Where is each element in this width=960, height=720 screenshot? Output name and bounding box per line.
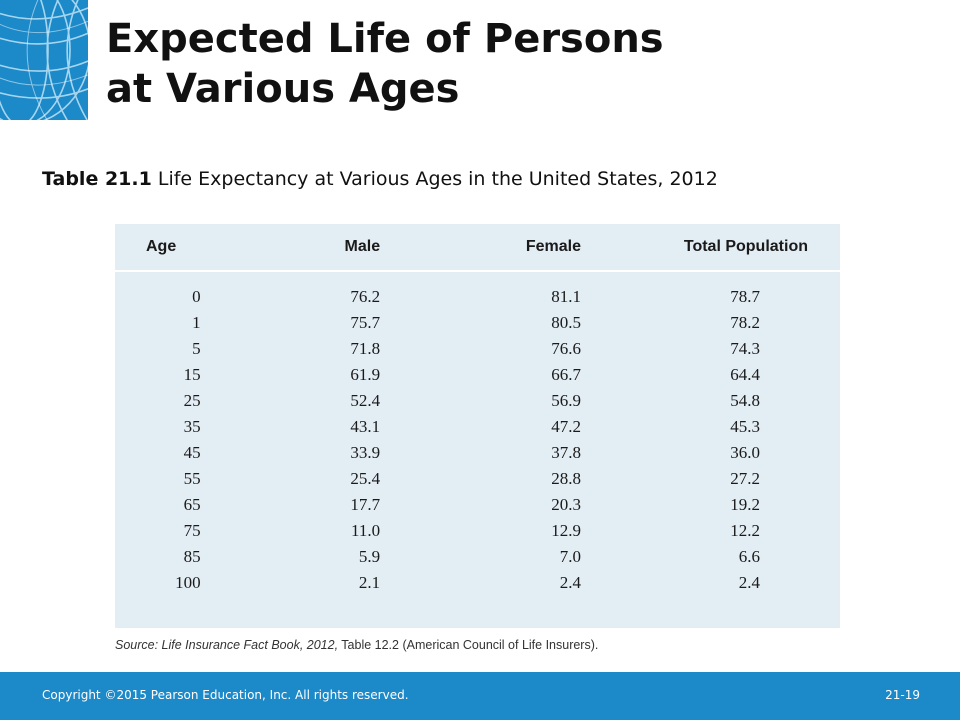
- source-suffix: Table 12.2 (American Council of Life Ins…: [338, 638, 599, 652]
- cell-total: 45.3: [730, 417, 760, 436]
- cell-total: 78.2: [730, 313, 760, 332]
- cell-female: 56.9: [551, 391, 581, 410]
- cell-female: 66.7: [551, 365, 581, 384]
- cell-female: 47.2: [551, 417, 581, 436]
- cell-female: 2.4: [559, 573, 581, 592]
- cell-female: 76.6: [551, 339, 581, 358]
- table-row: 65 17.7 20.3 19.2: [115, 492, 840, 518]
- cell-male: 71.8: [350, 339, 381, 358]
- table-caption: Table 21.1 Life Expectancy at Various Ag…: [42, 168, 718, 190]
- cell-female: 37.8: [551, 443, 581, 462]
- table-row: 0 76.2 81.1 78.7: [115, 271, 840, 310]
- cell-total: 54.8: [730, 391, 760, 410]
- cell-female: 80.5: [551, 313, 581, 332]
- life-expectancy-table: Age Male Female Total Population 0 76.2 …: [115, 224, 840, 596]
- slide-title: Expected Life of Persons at Various Ages: [106, 14, 664, 114]
- copyright-text: Copyright ©2015 Pearson Education, Inc. …: [42, 688, 409, 702]
- table-row: 5 71.8 76.6 74.3: [115, 336, 840, 362]
- table-row: 100 2.1 2.4 2.4: [115, 570, 840, 596]
- cell-age: 100: [175, 573, 201, 592]
- cell-total: 64.4: [730, 365, 760, 384]
- cell-male: 52.4: [350, 391, 381, 410]
- cell-male: 75.7: [350, 313, 381, 332]
- footer-bar: Copyright ©2015 Pearson Education, Inc. …: [0, 672, 960, 720]
- cell-total: 78.7: [730, 287, 760, 306]
- table-row: 1 75.7 80.5 78.2: [115, 310, 840, 336]
- table-caption-label: Table 21.1: [42, 168, 152, 190]
- column-header-total-population: Total Population: [580, 224, 840, 272]
- cell-total: 6.6: [738, 547, 760, 566]
- cell-age: 1: [192, 313, 201, 332]
- column-header-female: Female: [380, 224, 581, 272]
- cell-male: 61.9: [350, 365, 381, 384]
- cell-male: 76.2: [350, 287, 381, 306]
- table-row: 25 52.4 56.9 54.8: [115, 388, 840, 414]
- table-caption-text: Life Expectancy at Various Ages in the U…: [151, 168, 718, 190]
- cell-age: 0: [192, 287, 201, 306]
- table-row: 15 61.9 66.7 64.4: [115, 362, 840, 388]
- cell-male: 5.9: [358, 547, 381, 566]
- column-header-male: Male: [233, 224, 381, 272]
- cell-total: 36.0: [730, 443, 760, 462]
- cell-male: 33.9: [350, 443, 381, 462]
- cell-female: 28.8: [551, 469, 581, 488]
- table-source-note: Source: Life Insurance Fact Book, 2012, …: [115, 638, 598, 652]
- table-row: 35 43.1 47.2 45.3: [115, 414, 840, 440]
- cell-male: 2.1: [358, 573, 381, 592]
- cell-age: 35: [183, 417, 201, 436]
- cell-male: 43.1: [350, 417, 381, 436]
- source-prefix: Source: Life Insurance Fact Book, 2012,: [115, 638, 339, 652]
- table-row: 55 25.4 28.8 27.2: [115, 466, 840, 492]
- slide-number: 21-19: [885, 688, 920, 702]
- slide-title-line-1: Expected Life of Persons: [106, 16, 664, 62]
- table-header-row: Age Male Female Total Population: [115, 224, 840, 272]
- globe-logo-icon: [0, 0, 88, 120]
- cell-male: 25.4: [350, 469, 381, 488]
- cell-age: 25: [183, 391, 201, 410]
- cell-male: 11.0: [351, 521, 381, 540]
- cell-total: 27.2: [730, 469, 760, 488]
- cell-age: 45: [183, 443, 201, 462]
- cell-age: 85: [183, 547, 201, 566]
- table-row: 85 5.9 7.0 6.6: [115, 544, 840, 570]
- cell-age: 75: [183, 521, 201, 540]
- column-header-age: Age: [115, 224, 234, 272]
- table-row: 75 11.0 12.9 12.2: [115, 518, 840, 544]
- cell-age: 65: [183, 495, 201, 514]
- cell-age: 5: [192, 339, 201, 358]
- cell-total: 12.2: [730, 521, 760, 540]
- cell-female: 12.9: [551, 521, 581, 540]
- cell-total: 74.3: [730, 339, 760, 358]
- cell-female: 7.0: [559, 547, 581, 566]
- cell-total: 19.2: [730, 495, 760, 514]
- cell-age: 15: [183, 365, 201, 384]
- cell-female: 20.3: [551, 495, 581, 514]
- cell-male: 17.7: [350, 495, 381, 514]
- cell-age: 55: [183, 469, 201, 488]
- cell-female: 81.1: [551, 287, 581, 306]
- life-expectancy-table-panel: Age Male Female Total Population 0 76.2 …: [115, 224, 840, 628]
- table-row: 45 33.9 37.8 36.0: [115, 440, 840, 466]
- slide-title-line-2: at Various Ages: [106, 66, 460, 112]
- cell-total: 2.4: [738, 573, 760, 592]
